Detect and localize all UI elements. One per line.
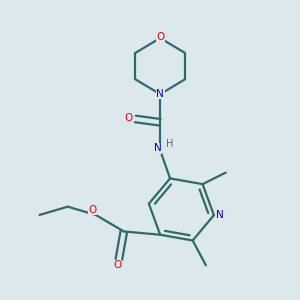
Text: N: N xyxy=(154,143,162,153)
Text: O: O xyxy=(88,205,97,215)
Text: O: O xyxy=(124,113,132,123)
Text: N: N xyxy=(216,210,224,220)
Text: N: N xyxy=(156,88,164,98)
Text: H: H xyxy=(167,140,174,149)
Text: O: O xyxy=(156,32,164,42)
Text: O: O xyxy=(113,260,121,271)
